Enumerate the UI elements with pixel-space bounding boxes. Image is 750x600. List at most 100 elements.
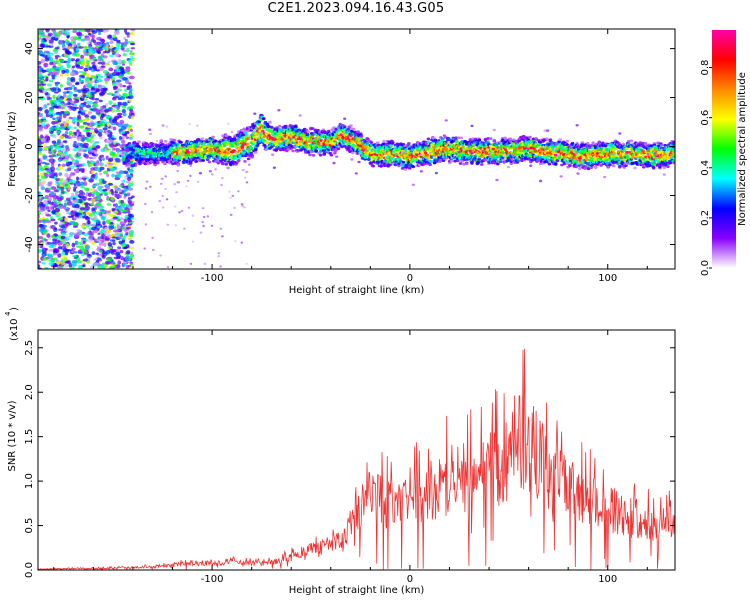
spectrogram-cell [429, 159, 433, 163]
spectrogram-cell [455, 139, 459, 143]
spectrogram-cell [603, 175, 607, 179]
spectrogram-cell [318, 153, 323, 157]
spectrogram-cell [268, 120, 272, 124]
spectrogram-cell [222, 142, 227, 146]
spectrogram-cell [559, 175, 563, 178]
spectrogram-cell [157, 149, 162, 153]
spectrogram-cell [401, 143, 406, 146]
spectrogram-cell [317, 142, 321, 146]
spectrogram-cell [237, 159, 241, 162]
spectrogram-cell [232, 154, 237, 158]
spectrogram-cell [272, 166, 276, 169]
spectrogram-cell [470, 124, 474, 128]
spectrogram-cell [444, 119, 448, 122]
spectrogram-cell [153, 163, 157, 167]
spectrogram-cell [54, 82, 59, 87]
spectrogram-cell [241, 168, 245, 172]
spectrogram-cell [303, 151, 308, 154]
spectrogram-cell [136, 154, 140, 158]
spectrogram-cell [375, 141, 380, 145]
spectrogram-cell [492, 128, 496, 132]
spectrogram-cell [555, 159, 560, 163]
spectrogram-cell [407, 142, 411, 145]
spectrogram-cell [280, 129, 285, 132]
spectrogram-cell [263, 145, 268, 149]
spectrogram-cell [224, 162, 229, 166]
spectrogram-cell [426, 137, 431, 141]
spectrogram-cell [172, 139, 177, 142]
spectrogram-cell [662, 173, 666, 176]
spectrogram-cell [298, 114, 302, 117]
spectrogram-cell [224, 134, 229, 138]
spectrogram-cell [350, 158, 354, 161]
spectrogram-cell [357, 160, 361, 164]
spectrogram-cell [122, 52, 127, 57]
spectrogram-cell [255, 144, 260, 147]
spectrogram-cell [491, 147, 496, 151]
spectrogram-cell [74, 52, 80, 57]
spectrogram-cell [528, 135, 532, 139]
spectrogram-cell [274, 148, 279, 151]
spectrogram-cell [419, 170, 423, 173]
spectrogram-cell [253, 147, 258, 151]
spectrogram-cell [335, 155, 339, 158]
spectrogram-cell [480, 163, 484, 166]
spectrogram-cell [289, 135, 294, 139]
spectrogram-cell [558, 138, 562, 142]
spectrogram-cell [351, 127, 356, 131]
spectrogram-cell [140, 152, 145, 156]
spectrogram-cell [52, 117, 56, 121]
spectrogram-cell [633, 166, 637, 170]
spectrogram-cell [221, 161, 225, 165]
spectrogram-cell [411, 183, 415, 186]
spectrogram-cell [337, 135, 342, 139]
spectrogram-cell [343, 117, 347, 120]
spectrogram-cell [160, 177, 164, 180]
spectrogram-cell [449, 159, 454, 163]
spectrogram-cell [148, 128, 152, 131]
spectrogram-cell [156, 160, 160, 164]
spectrogram-cell [659, 143, 664, 147]
spectrogram-cell [164, 139, 168, 143]
spectrogram-cell [434, 171, 438, 175]
spectrogram-cell [553, 153, 558, 157]
spectrogram-cells [38, 29, 675, 269]
spectrogram-cell [291, 149, 295, 153]
spectrogram-cell [349, 124, 353, 127]
spectrogram-cell [608, 163, 612, 167]
spectrogram-cell [389, 144, 393, 148]
spectrogram-cell [161, 124, 165, 127]
spectrogram-cell [246, 129, 251, 133]
spectrogram-cell [329, 153, 334, 157]
spectrogram-cell [626, 155, 630, 159]
spectrogram-cell [546, 129, 550, 132]
spectrogram-cell [244, 131, 248, 135]
spectrogram-cell [425, 153, 430, 157]
spectrogram-cell [356, 137, 360, 141]
spectrogram-cell [277, 109, 281, 112]
spectrogram-cell [629, 139, 634, 143]
spectrogram-cell [261, 129, 265, 133]
spectrogram-cell [240, 146, 245, 150]
spectrogram-cell [651, 166, 656, 169]
spectrogram-cell [198, 148, 203, 152]
spectrogram-cell [172, 141, 176, 145]
spectrogram-cell [232, 137, 237, 140]
page-title: C2E1.2023.094.16.43.G05 [267, 1, 445, 16]
spectrogram-cell [382, 139, 386, 143]
spectrogram-cell [252, 130, 256, 134]
spectrogram-cell [188, 162, 193, 165]
spectrogram-cell [245, 133, 249, 137]
spectrogram-cell [332, 161, 336, 165]
spectrogram-cell [303, 149, 308, 152]
spectrogram-cell [553, 162, 558, 166]
spectrogram-cell [492, 139, 497, 143]
spectrogram-cell [488, 137, 493, 141]
spectrogram-cell [282, 148, 287, 152]
spectrogram-cell [495, 178, 499, 182]
spectrogram-cell [400, 164, 405, 167]
spectrogram-cell [594, 166, 598, 169]
spectrogram-cell [217, 154, 221, 157]
